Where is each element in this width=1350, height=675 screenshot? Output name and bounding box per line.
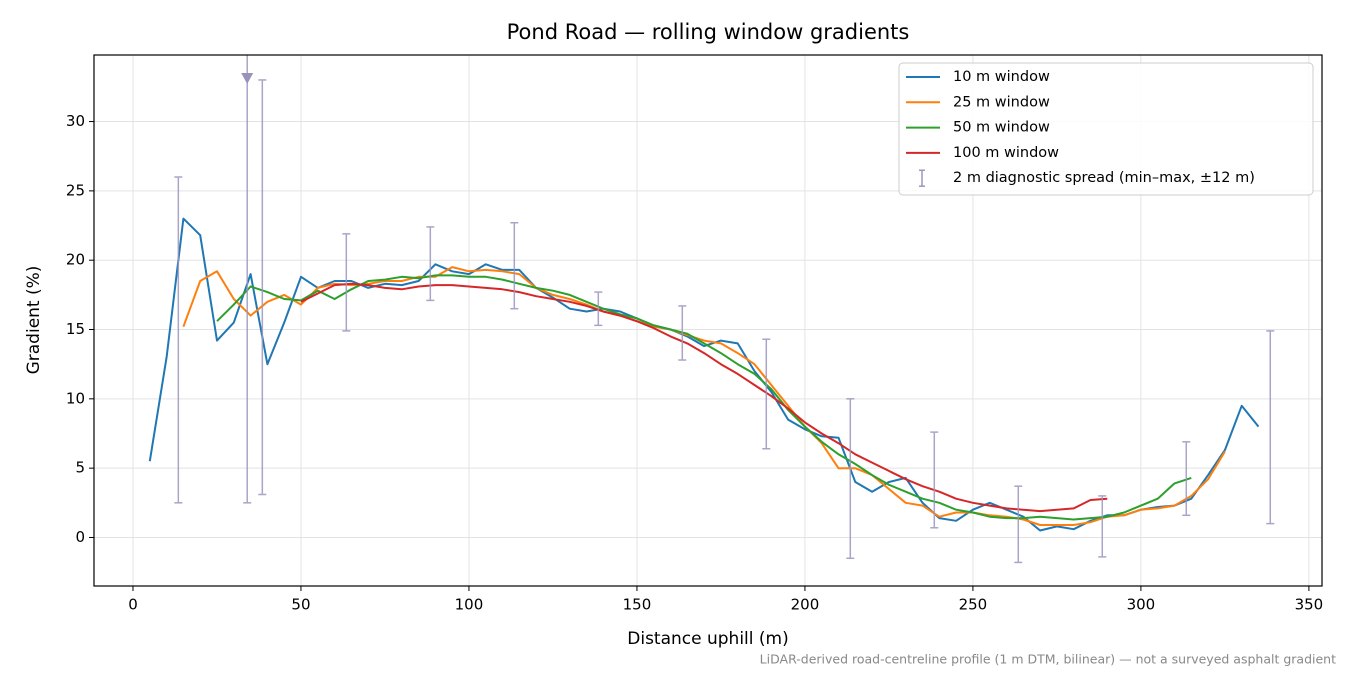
x-tick-label: 350 [1295, 596, 1324, 614]
series-line [300, 282, 1108, 513]
plot-frame [93, 54, 1323, 587]
x-tick-label: 100 [455, 596, 484, 614]
error-bar [1182, 441, 1191, 517]
footnote: LiDAR-derived road-centreline profile (1… [760, 652, 1336, 667]
x-tick-label: 150 [623, 596, 652, 614]
legend-box [898, 62, 1314, 196]
error-bar [762, 338, 771, 450]
error-bar [426, 226, 435, 302]
y-axis-label: Gradient (%) [24, 266, 44, 375]
error-bar [846, 398, 855, 560]
error-bar [1098, 495, 1107, 558]
x-tick-label: 200 [791, 596, 820, 614]
error-bar [594, 291, 603, 327]
legend-label: 25 m window [953, 94, 1050, 110]
y-tick-label: 10 [66, 389, 85, 407]
series-line [182, 266, 1226, 526]
legend-label: 10 m window [953, 69, 1050, 85]
series-line [148, 217, 1260, 532]
plot-area [148, 55, 1275, 564]
off-scale-marker [241, 73, 254, 84]
y-tick-label: 20 [66, 251, 85, 269]
y-tick-label: 0 [75, 528, 85, 546]
error-bar [930, 431, 939, 529]
legend: 10 m window 25 m window 50 m window 100 m w… [898, 62, 1314, 196]
series-line [216, 274, 1192, 521]
x-tick-label: 50 [291, 596, 310, 614]
x-tick-label: 250 [959, 596, 988, 614]
y-tick-label: 30 [66, 112, 85, 130]
error-bar [342, 233, 351, 332]
chart-title: Pond Road — rolling window gradients [507, 20, 910, 44]
legend-label: 50 m window [953, 120, 1050, 136]
x-tick-label: 0 [128, 596, 138, 614]
error-bar [241, 55, 254, 504]
x-tick-label: 300 [1127, 596, 1156, 614]
legend-label: 2 m diagnostic spread (min–max, ±12 m) [953, 170, 1255, 186]
y-tick-label: 25 [66, 181, 85, 199]
error-bar [1266, 330, 1275, 525]
error-bar [510, 222, 519, 310]
x-axis-label: Distance uphill (m) [627, 629, 788, 649]
y-tick-label: 15 [66, 320, 85, 338]
error-bar [1014, 485, 1023, 564]
y-tick-label: 5 [75, 459, 85, 477]
legend-label: 100 m window [953, 145, 1059, 161]
error-bar [174, 176, 183, 504]
error-bar [258, 79, 267, 496]
error-bar [678, 305, 687, 361]
